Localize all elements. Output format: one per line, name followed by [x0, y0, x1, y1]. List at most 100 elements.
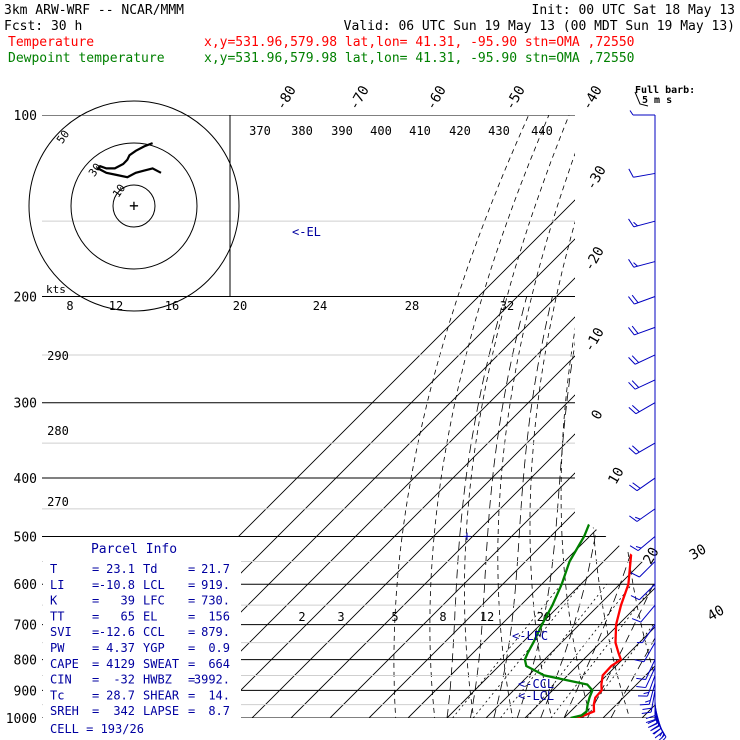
- hodograph-trace: [96, 142, 162, 179]
- theta-label: 380: [291, 124, 313, 138]
- isotherm-label: -20: [581, 244, 608, 274]
- legend-temperature-info: x,y=531.96,579.98 lat,lon= 41.31, -95.90…: [204, 35, 634, 50]
- pressure-label-600: 600: [14, 578, 37, 593]
- parcel-value: 21.7: [201, 562, 230, 576]
- wind-barb-staff: [635, 442, 656, 455]
- parcel-key: K: [50, 594, 58, 608]
- parcel-eq: =: [188, 641, 195, 655]
- parcel-eq: =: [92, 594, 99, 608]
- isotherm: [524, 115, 655, 718]
- parcel-value: 3992.: [194, 673, 230, 687]
- wind-barb-staff: [634, 326, 656, 336]
- pressure-label-400: 400: [14, 472, 37, 487]
- wind-barb-flag: [629, 484, 638, 492]
- pressure-label-800: 800: [14, 654, 37, 669]
- parcel-value: 0.9: [208, 641, 230, 655]
- parcel-key: PW: [50, 641, 65, 655]
- isotherm-label: 40: [705, 602, 728, 624]
- theta-label: 400: [370, 124, 392, 138]
- isotherm: [407, 115, 655, 718]
- mixing-ratio-line: [526, 583, 633, 718]
- parcel-key: CAPE: [50, 657, 79, 671]
- theta-label-left: 270: [47, 495, 69, 509]
- wind-barb-flag: [647, 719, 657, 724]
- wind-barb-flag: [632, 482, 641, 489]
- isotherm-label: -60: [423, 83, 450, 113]
- wind-barb-staff: [640, 604, 656, 623]
- wind-barb-icon: [628, 379, 656, 390]
- mixing-ratio-label: 3: [337, 610, 344, 624]
- wind-barb-flag: [631, 618, 642, 623]
- isotherm-label: 10: [605, 465, 627, 488]
- init-time: Init: 00 UTC Sat 18 May 13: [532, 3, 736, 18]
- hodograph-speed-label: 16: [165, 299, 179, 313]
- wind-barb-icon: [636, 659, 656, 680]
- parcel-key: EL: [143, 609, 157, 623]
- parcel-key: LI: [50, 578, 64, 592]
- theta-label-left: 290: [47, 349, 69, 363]
- wind-barb-icon: [636, 667, 656, 689]
- wind-barb-icon: [628, 402, 656, 415]
- mixing-ratio-line: [550, 583, 655, 718]
- pressure-label-500: 500: [14, 530, 37, 545]
- wind-barb-flag: [630, 595, 640, 601]
- parcel-eq: =: [188, 688, 195, 702]
- hodograph-speed-label: 24: [313, 299, 327, 313]
- parcel-key: Tc: [50, 688, 64, 702]
- wind-barb-flag: [658, 734, 665, 740]
- moist-adiabat: [493, 296, 553, 718]
- parcel-value: 4129: [106, 657, 135, 671]
- parcel-eq: =: [188, 578, 195, 592]
- hodograph-speed-label: 8: [66, 299, 73, 313]
- parcel-value: -10.8: [99, 578, 135, 592]
- wind-barb-icon: [630, 561, 656, 578]
- dry-adiabat: [560, 115, 631, 718]
- theta-label: 390: [331, 124, 353, 138]
- wind-barb-flag: [631, 325, 639, 334]
- wind-key-units: 5 m s: [642, 95, 672, 106]
- wind-barb-staff: [641, 624, 656, 643]
- isotherm: [485, 115, 655, 718]
- parcel-key: YGP: [143, 641, 165, 655]
- wind-barb-icon: [628, 259, 656, 268]
- wind-barb-flag: [629, 515, 638, 522]
- wind-barb-flag: [631, 405, 640, 413]
- dry-adiabat: [676, 115, 740, 731]
- wind-barb-flag: [631, 445, 640, 453]
- lcl-marker: <-LCL: [518, 689, 554, 703]
- wind-barb-staff: [636, 477, 656, 492]
- parcel-value: 919.: [201, 578, 230, 592]
- model-title: 3km ARW-WRF -- NCAR/MMM: [4, 3, 184, 18]
- wind-barb-flag: [648, 723, 658, 728]
- dry-adiabat: [497, 115, 590, 718]
- wind-barb-staff: [645, 667, 656, 688]
- parcel-eq: =: [188, 609, 195, 623]
- moist-adiabat: [446, 296, 506, 718]
- mixing-ratio-label: 8: [439, 610, 446, 624]
- wind-barb-flag: [642, 707, 652, 711]
- el-marker: <-EL: [292, 225, 321, 239]
- dry-adiabat: [728, 115, 740, 731]
- dry-adiabat: [464, 115, 570, 718]
- forecast-hour: Fcst: 30 h: [4, 19, 82, 34]
- pressure-label-100: 100: [14, 109, 37, 124]
- parcel-value: 730.: [201, 594, 230, 608]
- parcel-eq: =: [92, 609, 99, 623]
- parcel-eq: =: [188, 625, 195, 639]
- wind-barb-flag: [628, 381, 636, 390]
- isotherm: [681, 115, 740, 718]
- wind-barb-icon: [630, 583, 656, 601]
- wind-barb-flag: [631, 294, 639, 303]
- parcel-cell: CELL = 193/26: [50, 722, 144, 736]
- wind-barb-staff: [639, 561, 656, 578]
- parcel-value: 342: [113, 704, 135, 718]
- isotherm-label: 20: [640, 545, 662, 568]
- hodograph-speed-label: 28: [405, 299, 419, 313]
- parcel-key: Td: [143, 562, 157, 576]
- pressure-label-1000: 1000: [6, 712, 37, 727]
- wind-barb-flag: [639, 703, 650, 706]
- wind-key-barb-icon: [634, 91, 649, 107]
- pressure-label-900: 900: [14, 684, 37, 699]
- lfc-marker: <-LFC: [512, 629, 548, 643]
